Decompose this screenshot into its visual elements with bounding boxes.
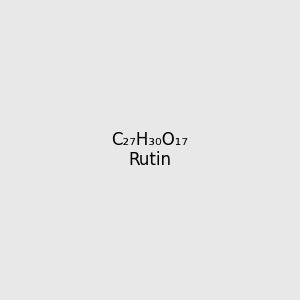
Text: C₂₇H₃₀O₁₇
Rutin: C₂₇H₃₀O₁₇ Rutin — [112, 130, 188, 170]
